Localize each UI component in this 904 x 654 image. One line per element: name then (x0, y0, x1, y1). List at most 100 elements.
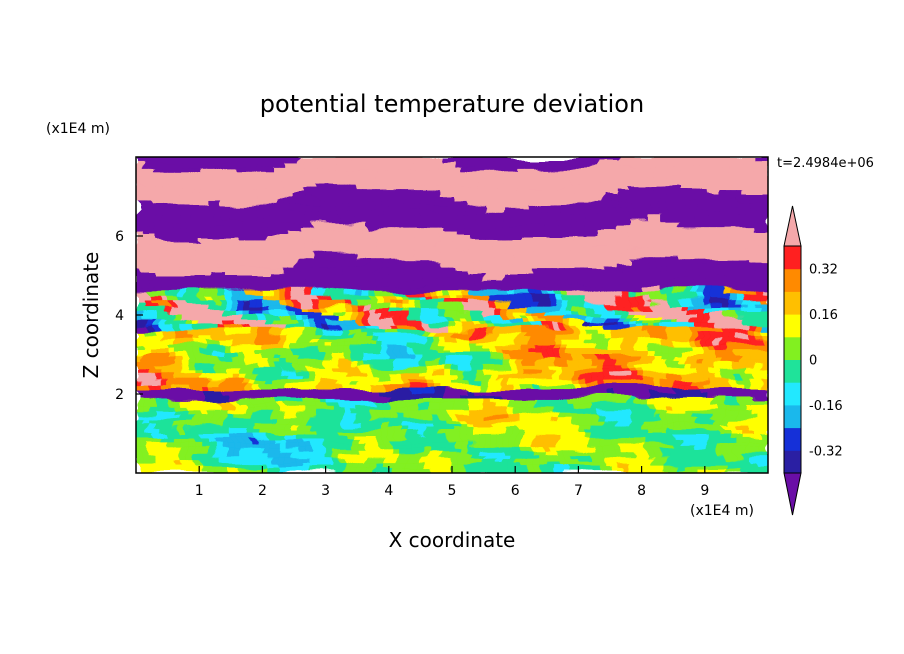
contour-cell (591, 394, 598, 400)
contour-cell (363, 201, 371, 207)
contour-cell (426, 374, 434, 380)
contour-cell (470, 231, 478, 237)
contour-cell (559, 334, 567, 341)
contour-cell (142, 398, 150, 405)
contour-cell (407, 171, 415, 178)
contour-cell (186, 310, 194, 316)
contour-cell (578, 384, 586, 390)
contour-cell (376, 374, 384, 380)
contour-cell (673, 221, 681, 227)
contour-cell (723, 394, 731, 400)
contour-cell (534, 166, 542, 173)
contour-cell (433, 334, 440, 341)
contour-cell (224, 364, 232, 370)
contour-cell (275, 398, 282, 405)
contour-cell (736, 191, 744, 198)
contour-cell (218, 191, 226, 198)
contour-cell (723, 161, 731, 168)
contour-cell (464, 260, 472, 267)
contour-cell (224, 394, 232, 400)
contour-cell (224, 374, 232, 380)
contour-cell (673, 245, 681, 252)
contour-cell (565, 295, 573, 301)
contour-cell (338, 369, 346, 375)
contour-cell (483, 250, 491, 257)
contour-cell (312, 300, 320, 306)
contour-cell (628, 196, 636, 203)
contour-cell (483, 384, 491, 390)
contour-cell (458, 231, 466, 237)
contour-cell (597, 255, 605, 262)
contour-cell (338, 394, 346, 400)
contour-cell (730, 319, 737, 326)
contour-cell (136, 255, 143, 262)
contour-cell (603, 349, 611, 356)
contour-cell (496, 176, 504, 183)
contour-cell (243, 270, 251, 277)
contour-cell (685, 334, 693, 341)
contour-cell (723, 339, 731, 346)
contour-cell (237, 315, 245, 321)
contour-cell (749, 389, 756, 395)
contour-cell (521, 389, 529, 395)
contour-cell (237, 285, 245, 291)
contour-cell (717, 305, 725, 311)
contour-cell (470, 186, 478, 193)
contour-cell (698, 275, 706, 282)
contour-cell (256, 300, 263, 306)
contour-cell (382, 324, 390, 331)
contour-cell (515, 206, 523, 212)
contour-cell (173, 166, 181, 173)
contour-cell (534, 245, 542, 252)
contour-cell (306, 339, 314, 346)
contour-cell (673, 295, 681, 301)
contour-cell (546, 324, 554, 331)
contour-cell (224, 186, 232, 193)
contour-cell (679, 369, 687, 375)
contour-cell (180, 379, 188, 385)
contour-cell (312, 161, 320, 168)
contour-cell (414, 171, 421, 178)
contour-cell (736, 364, 744, 370)
contour-cell (470, 161, 478, 168)
contour-cell (685, 369, 693, 375)
contour-cell (369, 191, 377, 198)
contour-cell (527, 186, 535, 193)
contour-cell (256, 221, 263, 227)
contour-cell (148, 295, 156, 301)
contour-cell (692, 319, 700, 326)
contour-cell (647, 250, 655, 257)
contour-cell (711, 300, 719, 306)
contour-cell (565, 196, 573, 203)
contour-cell (483, 236, 491, 242)
contour-cell (180, 359, 188, 365)
contour-cell (256, 161, 263, 168)
contour-cell (578, 310, 586, 316)
contour-cell (420, 181, 428, 188)
contour-cell (331, 398, 339, 405)
contour-cell (647, 260, 655, 267)
contour-cell (363, 226, 371, 232)
contour-cell (439, 315, 447, 321)
contour-cell (502, 245, 510, 252)
contour-cell (647, 310, 655, 316)
contour-cell (464, 374, 472, 380)
contour-cell (527, 231, 535, 237)
contour-cell (622, 280, 630, 286)
contour-cell (230, 206, 238, 212)
contour-cell (148, 157, 156, 163)
contour-cell (603, 240, 611, 247)
contour-cell (730, 315, 737, 321)
contour-cell (211, 315, 219, 321)
contour-cell (199, 334, 207, 341)
contour-cell (496, 166, 504, 173)
contour-cell (591, 161, 598, 168)
contour-cell (433, 221, 440, 227)
contour-cell (464, 265, 472, 272)
contour-cell (635, 171, 643, 178)
contour-cell (338, 211, 346, 217)
contour-cell (439, 231, 447, 237)
contour-cell (275, 240, 282, 247)
contour-cell (673, 324, 681, 331)
contour-cell (445, 324, 453, 331)
